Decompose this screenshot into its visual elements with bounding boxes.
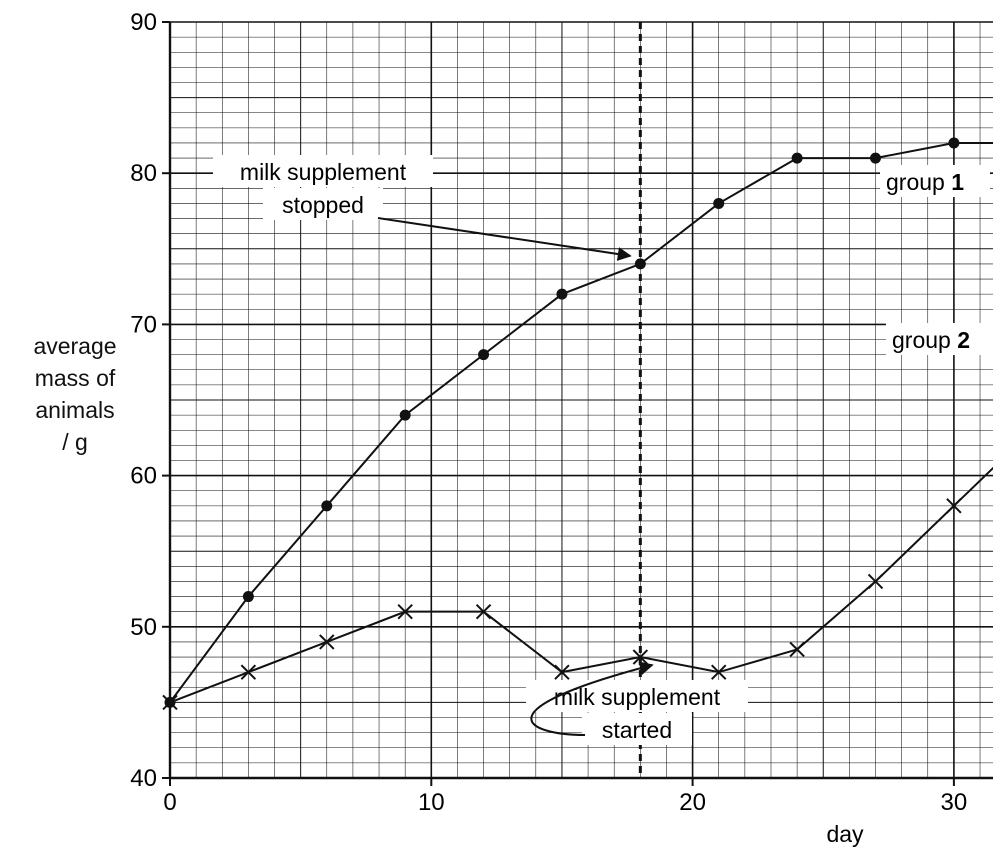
data-point-group-2	[867, 573, 884, 590]
series-label-group-1-number: 1	[951, 169, 964, 195]
y-axis-label: average mass of animals / g	[0, 330, 150, 458]
annotation-stopped-text: milk supplement	[240, 159, 407, 185]
y-axis-label-line-4: / g	[62, 429, 88, 455]
data-point-group-2	[240, 664, 257, 680]
annotation-started-arrow	[530, 661, 654, 736]
data-point-group-1	[870, 152, 882, 164]
x-tick-label: 30	[941, 789, 968, 816]
data-point-group-2	[711, 664, 727, 680]
data-point-group-1	[556, 288, 568, 300]
data-point-group-2	[162, 694, 178, 711]
data-point-group-1	[713, 197, 725, 209]
series-label-group-2-bg	[886, 323, 993, 355]
data-point-group-2	[789, 641, 805, 658]
annotation-stopped-bg	[213, 155, 433, 187]
tick-labels: 01020304050405060708090day	[130, 9, 968, 847]
x-axis-label: day	[826, 821, 864, 847]
annotation-stopped-bg	[263, 188, 383, 220]
annotation-started-bg	[582, 713, 692, 745]
x-tick-label: 0	[163, 789, 176, 816]
y-axis-label-line-1: average	[33, 333, 117, 359]
data-point-group-2	[319, 634, 335, 650]
y-tick-label: 90	[130, 9, 157, 36]
series-label-group-2: group 2	[892, 327, 970, 353]
y-axis-label-line-3: animals	[35, 397, 115, 423]
x-tick-label: 10	[418, 789, 445, 816]
data-point-group-2	[554, 664, 570, 680]
annotation-started-text: milk supplement	[554, 684, 721, 710]
data-point-group-2	[946, 498, 962, 514]
y-tick-label: 40	[130, 765, 157, 792]
axes	[162, 21, 993, 786]
y-tick-label: 70	[130, 311, 157, 338]
y-tick-label: 60	[130, 463, 157, 490]
data-point-group-1	[791, 152, 803, 164]
y-tick-label: 80	[130, 160, 157, 187]
minor-grid	[170, 22, 993, 778]
data-point-group-1	[242, 591, 254, 603]
data-point-group-2	[397, 603, 413, 620]
series-label-group-1: group 1	[886, 169, 964, 195]
series-line-2	[169, 466, 993, 704]
series-line-1	[169, 141, 993, 703]
annotation-started-bg	[526, 680, 748, 712]
data-point-group-2	[475, 603, 492, 620]
series-label-group-1-bg	[880, 165, 990, 197]
data-point-group-1	[948, 137, 960, 149]
annotation-started-text: started	[602, 717, 672, 743]
series-label-group-1-prefix: group	[886, 169, 951, 195]
data-point-group-1	[634, 258, 646, 270]
annotation-stopped-text: stopped	[282, 192, 364, 218]
y-axis-label-line-2: mass of	[34, 365, 116, 391]
data-point-group-1	[478, 349, 490, 361]
y-tick-label: 50	[130, 614, 157, 641]
data-point-group-1	[321, 500, 333, 512]
series-markers	[162, 137, 962, 711]
annotations: milk supplement stopped milk supplement sta…	[213, 155, 748, 745]
series-label-group-2-prefix: group	[892, 327, 957, 353]
x-tick-label: 20	[679, 789, 706, 816]
data-point-group-1	[399, 409, 411, 421]
series-label-group-2-number: 2	[957, 327, 970, 353]
annotation-stopped-arrow	[377, 217, 632, 261]
series-lines	[169, 141, 993, 704]
